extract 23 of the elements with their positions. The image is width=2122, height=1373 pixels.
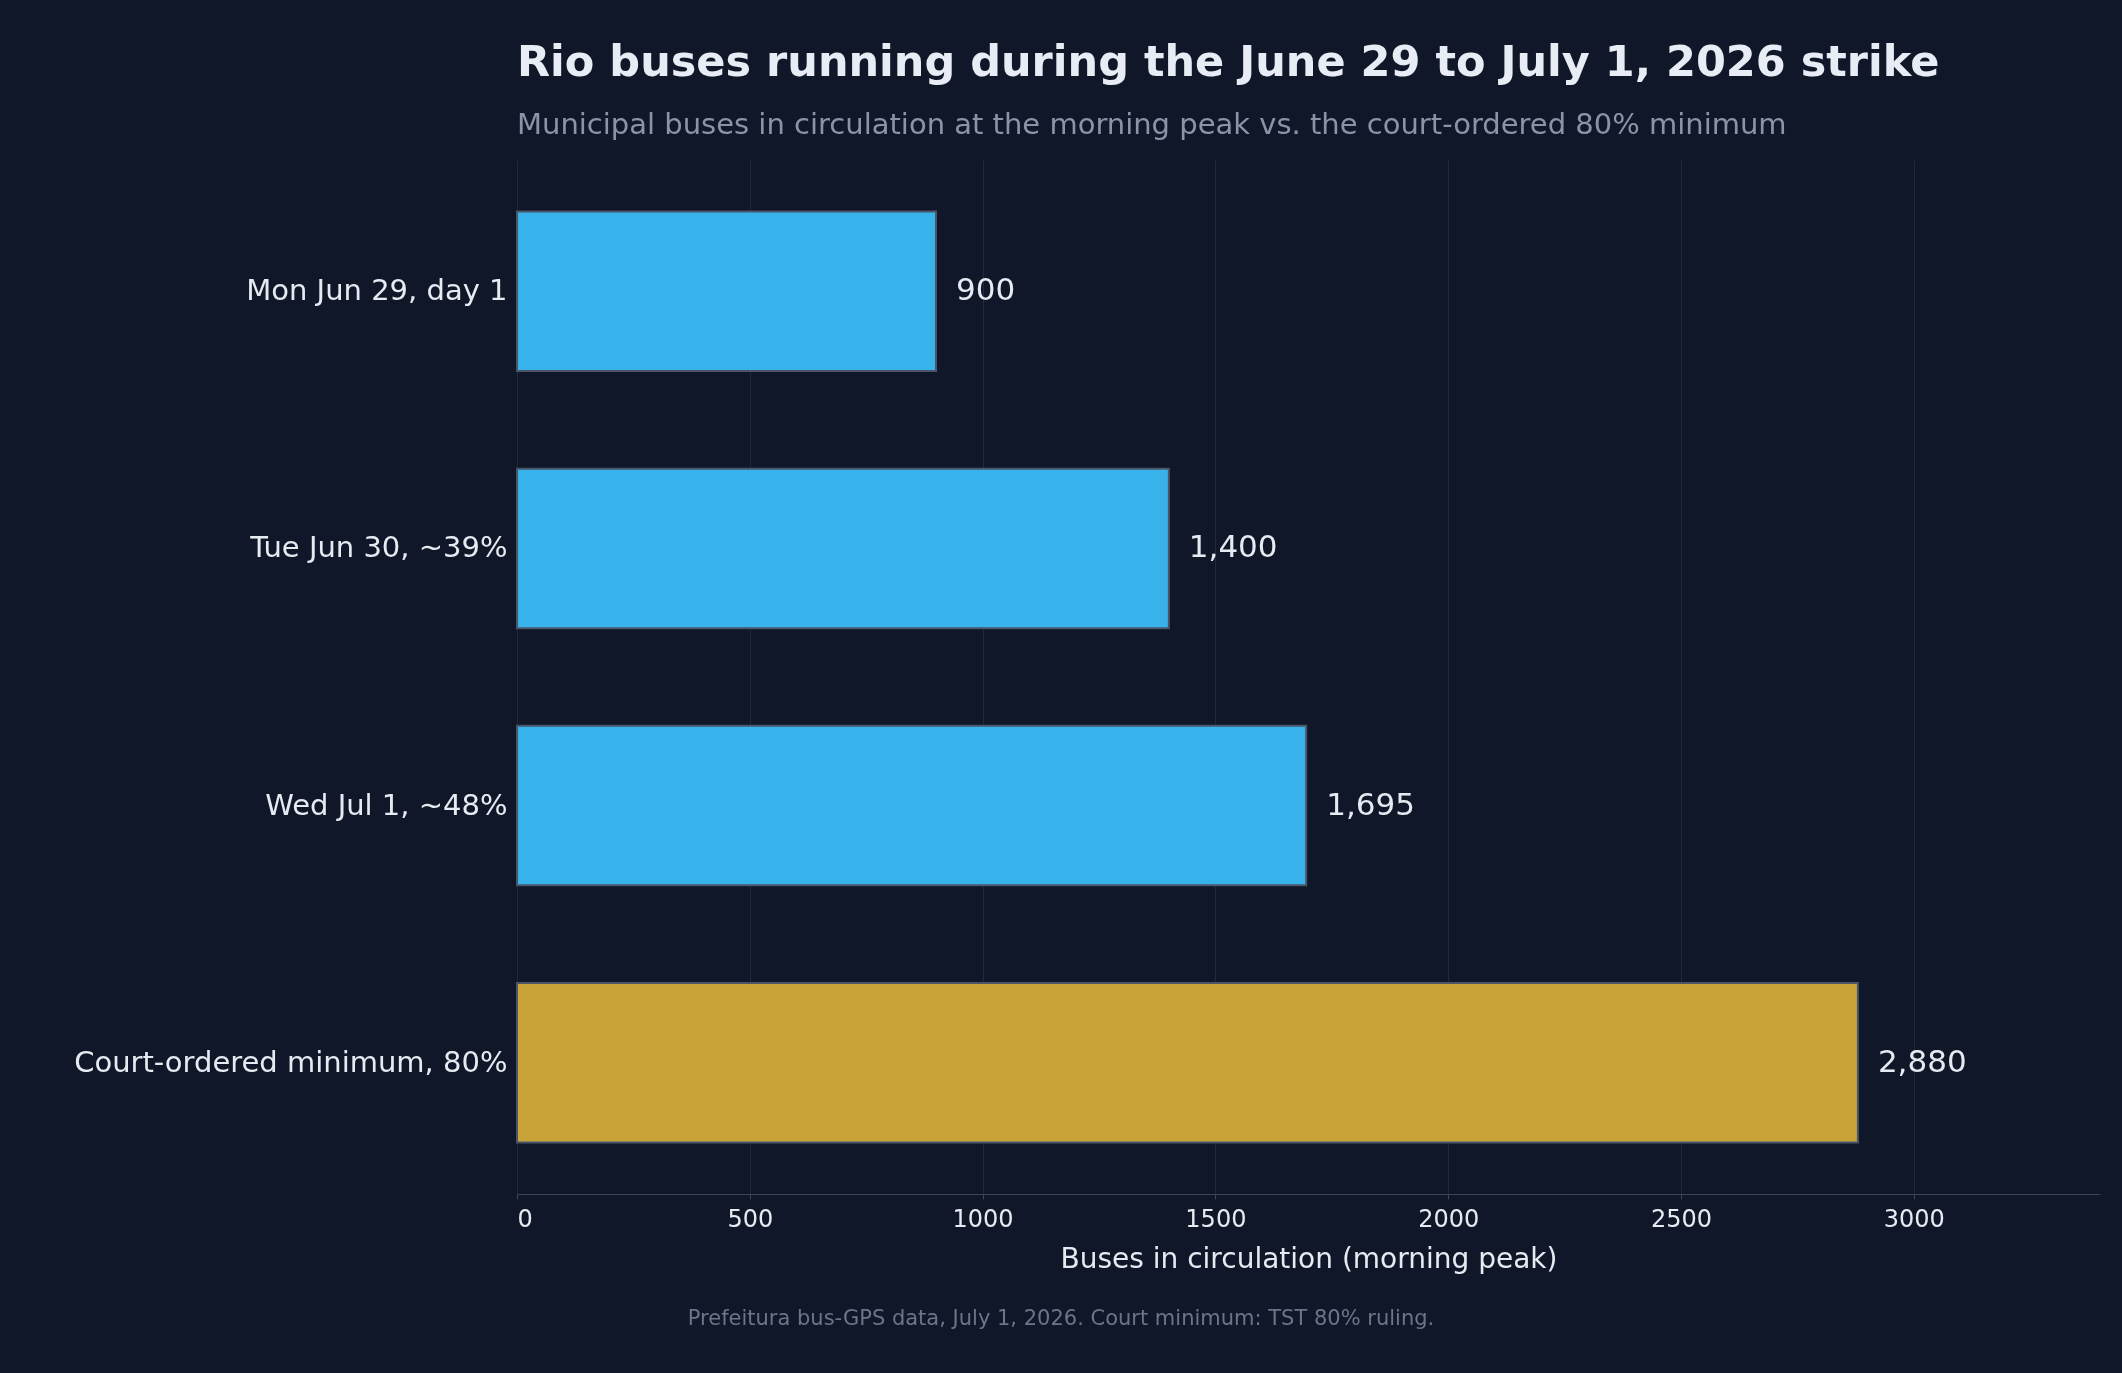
data-label: 900 [956,271,1016,308]
x-tick-label: 2000 [1418,1204,1480,1233]
y-tick-label: Tue Jun 30, ~39% [249,530,508,565]
data-label: 1,400 [1188,528,1278,565]
bar [516,210,938,372]
x-tick-label: 0 [517,1204,533,1233]
x-tick-label: 500 [727,1204,774,1233]
x-tick-label: 1500 [1185,1204,1247,1233]
chart-title: Rio buses running during the June 29 to July 1, 2026 strike [517,36,1940,86]
x-axis-title: Buses in circulation (morning peak) [1060,1241,1558,1275]
y-tick-label: Mon Jun 29, day 1 [246,273,508,308]
y-tick-label: Court-ordered minimum, 80% [74,1044,508,1079]
chart-subtitle: Municipal buses in circulation at the morning peak vs. the court-ordered 80% minimum [517,107,1787,141]
text: Prefeitura bus-GPS data, July 1, 2026. Court minimum: TST 80% ruling. [687,1306,1435,1330]
data-label: 1,695 [1326,785,1415,822]
x-tick-label: 1000 [952,1204,1014,1233]
x-tick-label: 2500 [1650,1204,1713,1233]
data-label: 2,880 [1877,1042,1967,1079]
x-tick-label: 3000 [1883,1204,1945,1233]
y-tick-label: Wed Jul 1, ~48% [265,787,508,822]
bar [516,724,1308,887]
bar [516,467,1170,630]
bar [516,982,1859,1144]
